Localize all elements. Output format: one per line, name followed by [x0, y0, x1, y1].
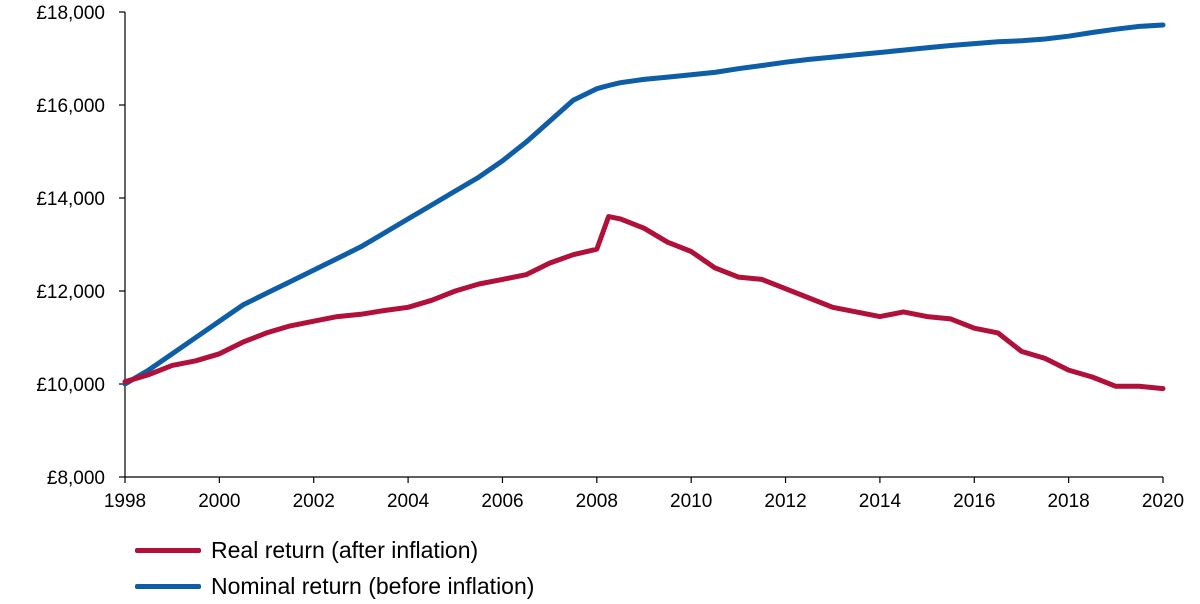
legend-label-nominal-return: Nominal return (before inflation)	[211, 572, 535, 599]
y-tick-label: £10,000	[36, 375, 105, 396]
y-tick-label: £12,000	[36, 282, 105, 303]
x-tick-label: 2008	[576, 491, 618, 512]
legend-swatch-real-return	[135, 547, 201, 553]
legend: Real return (after inflation) Nominal re…	[135, 532, 534, 604]
x-tick-label: 2002	[293, 491, 335, 512]
x-tick-label: 2012	[764, 491, 806, 512]
x-axis: 1998 2000 2002 2004 2006 2008 2010 2012 2014 2016…	[104, 476, 1184, 512]
x-tick-label: 2006	[481, 491, 523, 512]
legend-label-real-return: Real return (after inflation)	[211, 536, 479, 563]
y-tick-label: £16,000	[36, 96, 105, 117]
y-tick-label: £14,000	[36, 189, 105, 210]
x-tick-label: 1998	[104, 491, 146, 512]
legend-item-real-return: Real return (after inflation)	[135, 532, 534, 568]
series-line-nominal-return	[122, 22, 1166, 387]
y-tick-label: £18,000	[36, 3, 105, 24]
series-line-real-return	[122, 214, 1166, 392]
y-tick-label: £8,000	[47, 468, 105, 489]
x-tick-label: 2014	[859, 491, 902, 512]
y-axis: £8,000 £10,000 £12,000 £14,000 £16,000 £18,00…	[36, 3, 126, 489]
legend-swatch-nominal-return	[135, 583, 201, 589]
line-chart: £8,000 £10,000 £12,000 £14,000 £16,000 £18,00…	[36, 3, 1184, 512]
x-tick-label: 2016	[953, 491, 995, 512]
legend-item-nominal-return: Nominal return (before inflation)	[135, 568, 534, 604]
x-tick-label: 2018	[1047, 491, 1089, 512]
x-tick-label: 2010	[670, 491, 712, 512]
x-tick-label: 2004	[387, 491, 430, 512]
series-layer	[122, 22, 1166, 392]
x-tick-label: 2000	[198, 491, 240, 512]
x-tick-label: 2020	[1142, 491, 1184, 512]
